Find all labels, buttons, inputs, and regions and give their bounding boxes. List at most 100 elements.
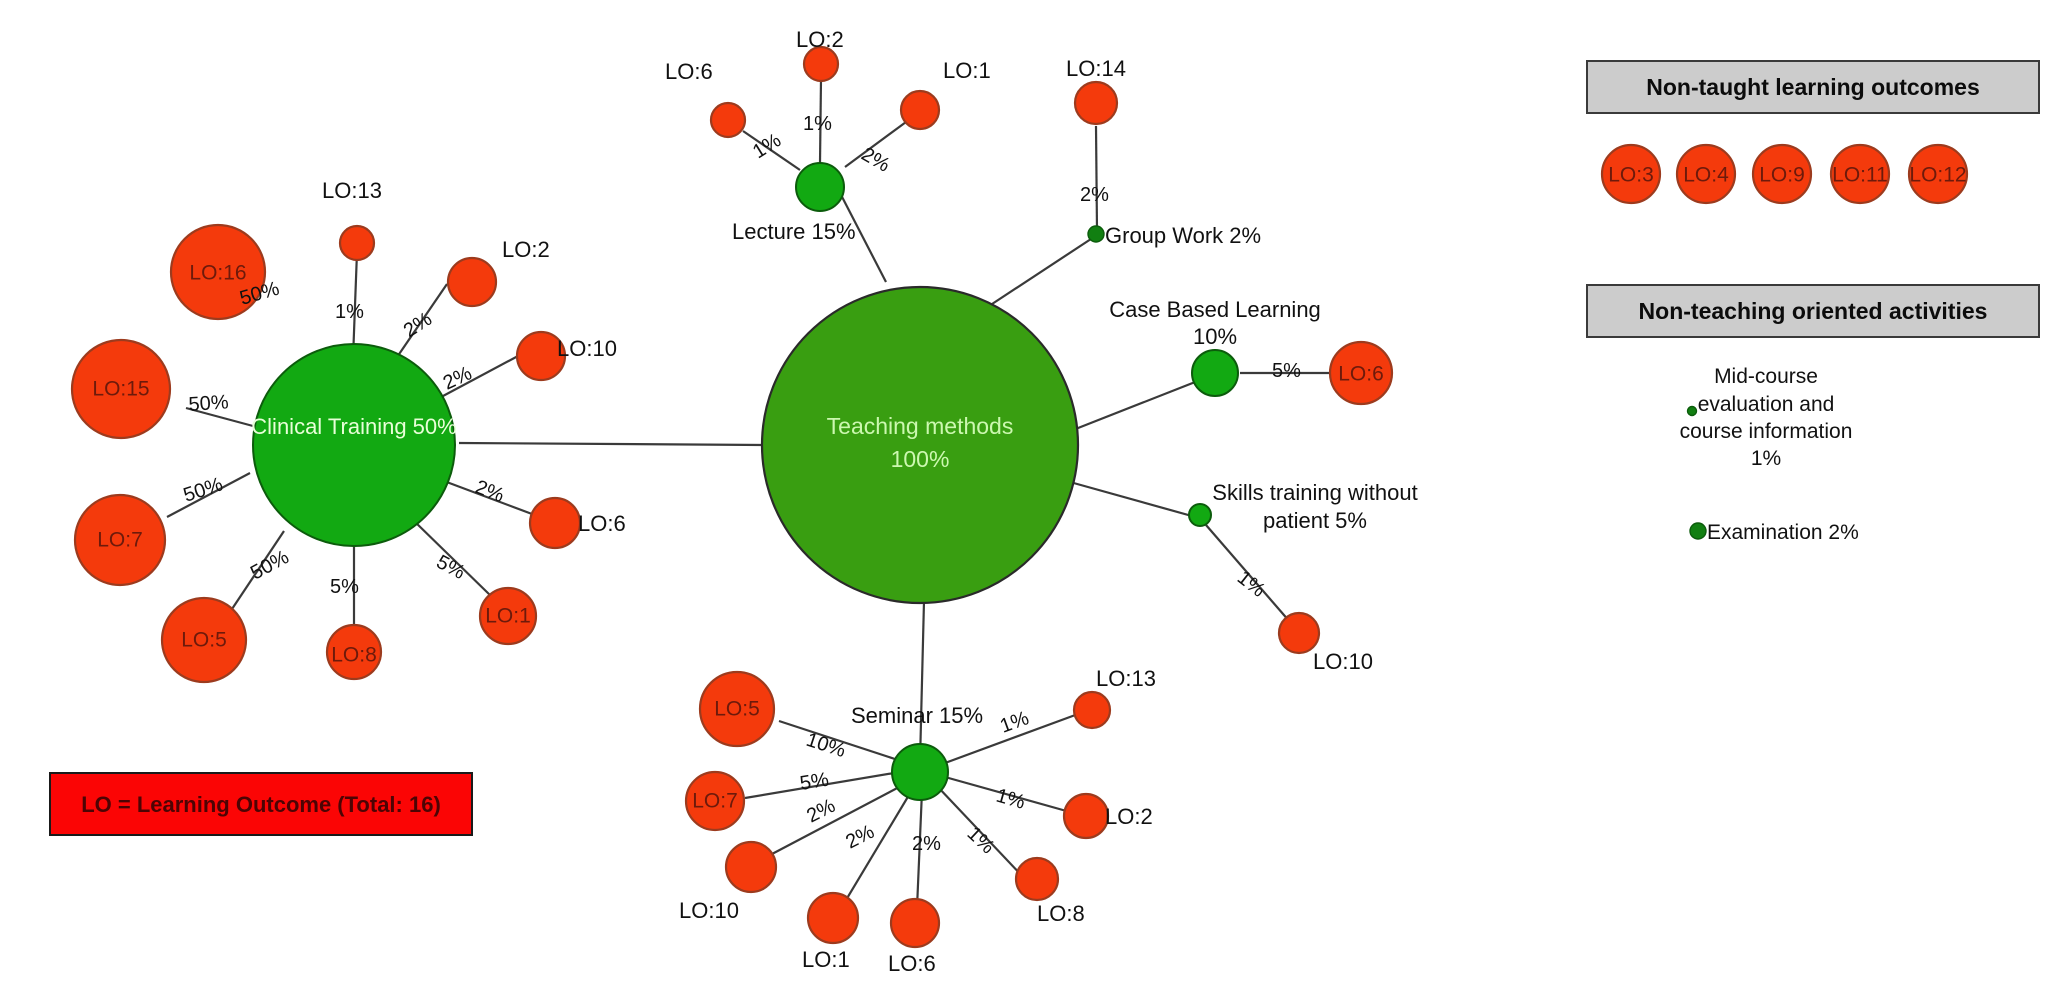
node-lo1-clinical[interactable]: [478, 586, 538, 646]
edge-seminar-lo13: [944, 712, 1079, 765]
edge-center-clinical: [458, 441, 769, 447]
edge-clinical-lo7: [166, 472, 251, 518]
node-lo6-clinical[interactable]: [528, 496, 582, 550]
edge-center-skills: [1069, 480, 1200, 520]
edge-lecture-lo2: [818, 78, 823, 164]
node-lo2-clinical[interactable]: [446, 256, 498, 308]
node-lo8-seminar[interactable]: [1014, 856, 1060, 902]
node-lo8-seminar-label: LO:8: [1037, 901, 1085, 926]
edge-seminar-lo5: [778, 719, 899, 762]
edge-clinical-lo15: [185, 406, 254, 428]
node-lo3-non-taught[interactable]: [1600, 143, 1662, 205]
node-lo6-cbl[interactable]: [1328, 340, 1394, 406]
node-lo2-seminar[interactable]: [1062, 792, 1110, 840]
node-examination[interactable]: [1689, 522, 1707, 540]
edge-clinical-lo2: [392, 283, 448, 364]
node-lo13-clinical[interactable]: [338, 224, 376, 262]
edge-seminar-lo8: [936, 785, 1026, 880]
node-group-work[interactable]: [1087, 225, 1105, 243]
edge-clinical-lo1: [411, 518, 493, 598]
node-lo4-non-taught-label: LO:4: [1683, 164, 1729, 187]
cluster-clinical-training: Clinical Training 50% LO:16 50% LO:13 1%…: [70, 178, 626, 684]
node-lo6-seminar[interactable]: [889, 897, 941, 949]
node-lo1-clinical-label: LO:1: [485, 605, 531, 628]
node-lo10-seminar-label: LO:10: [679, 898, 739, 923]
node-lo13-seminar[interactable]: [1072, 690, 1112, 730]
weight-seminar-lo6: 2%: [912, 833, 941, 855]
node-lo2-seminar-label: LO:2: [1105, 804, 1153, 829]
legend-lo-key-box: [49, 772, 473, 836]
legend-mid-course-line2: evaluation and: [1698, 393, 1835, 416]
edge-lecture-lo6: [742, 130, 801, 171]
node-lo12-non-taught[interactable]: [1907, 143, 1969, 205]
weight-seminar-lo1: 2%: [842, 821, 878, 854]
weight-seminar-lo2: 1%: [994, 785, 1028, 814]
node-clinical-training-label: Clinical Training 50%: [251, 414, 456, 439]
legend-non-taught-title: Non-taught learning outcomes: [1646, 74, 1980, 100]
node-lo8-clinical[interactable]: [325, 623, 383, 681]
node-lo5-seminar[interactable]: [698, 670, 776, 748]
weight-clinical-lo7: 50%: [181, 473, 226, 506]
node-lo6-cbl-label: LO:6: [1338, 363, 1384, 386]
node-lo1-lecture[interactable]: [899, 89, 941, 131]
weight-groupwork-lo14: 2%: [1080, 184, 1109, 206]
node-case-based-learning[interactable]: [1191, 349, 1239, 397]
node-cbl-label-line1: Case Based Learning: [1109, 297, 1321, 322]
node-lo10-clinical-label: LO:10: [557, 336, 617, 361]
weight-seminar-lo7: 5%: [798, 769, 830, 795]
weight-clinical-lo5: 50%: [247, 546, 293, 584]
node-lo6-lecture[interactable]: [709, 101, 747, 139]
edge-lecture-lo1: [844, 121, 907, 168]
node-lo10-clinical[interactable]: [515, 330, 567, 382]
node-lo10-seminar[interactable]: [724, 840, 778, 894]
node-teaching-methods-label-line2: 100%: [891, 446, 950, 472]
node-lo7-clinical[interactable]: [73, 493, 167, 587]
legend-non-teaching-title: Non-teaching oriented activities: [1639, 298, 1988, 324]
edge-seminar-lo7: [744, 770, 901, 800]
node-skills-training[interactable]: [1188, 503, 1212, 527]
node-lo7-clinical-label: LO:7: [97, 529, 143, 552]
node-lo1-seminar-label: LO:1: [802, 947, 850, 972]
node-lo7-seminar[interactable]: [684, 770, 746, 832]
node-lecture-label: Lecture 15%: [732, 219, 856, 244]
node-lo5-clinical[interactable]: [160, 596, 248, 684]
node-lo11-non-taught-label: LO:11: [1832, 164, 1888, 187]
node-clinical-training[interactable]: [252, 343, 456, 547]
cluster-seminar: Seminar 15% LO:5 10% LO:7 5% LO:10 2% LO…: [679, 666, 1156, 976]
edge-center-lecture: [838, 190, 887, 283]
node-mid-course-evaluation[interactable]: [1686, 405, 1698, 417]
node-lo2-lecture[interactable]: [802, 45, 840, 83]
node-lo10-skills[interactable]: [1277, 611, 1321, 655]
node-skills-label-line1: Skills training without: [1212, 480, 1417, 505]
weight-skills-lo10: 1%: [1233, 567, 1269, 602]
node-lo16-clinical[interactable]: [169, 223, 267, 321]
cluster-skills-training: Skills training without patient 5% LO:10…: [1188, 480, 1418, 674]
node-lo4-non-taught[interactable]: [1675, 143, 1737, 205]
node-lo9-non-taught[interactable]: [1751, 143, 1813, 205]
weight-cbl-lo6: 5%: [1272, 360, 1301, 382]
edge-clinical-lo5: [229, 530, 285, 613]
node-lo14-groupwork[interactable]: [1073, 80, 1119, 126]
weight-lecture-lo1: 2%: [858, 143, 894, 177]
node-lo11-non-taught[interactable]: [1829, 143, 1891, 205]
node-seminar[interactable]: [891, 743, 949, 801]
weight-clinical-lo13: 1%: [335, 301, 364, 323]
node-skills-label-line2: patient 5%: [1263, 508, 1367, 533]
edge-center-cbl: [1072, 373, 1214, 432]
node-group-work-label: Group Work 2%: [1105, 223, 1261, 248]
edge-seminar-lo1: [842, 789, 913, 906]
legend-mid-course-line4: 1%: [1751, 447, 1781, 470]
node-seminar-label: Seminar 15%: [851, 703, 983, 728]
edge-seminar-lo2: [944, 775, 1071, 814]
node-lecture[interactable]: [795, 162, 845, 212]
edge-seminar-lo10: [771, 784, 904, 855]
weight-clinical-lo1: 5%: [433, 551, 469, 584]
cluster-center: Teaching methods 100%: [760, 285, 1080, 605]
node-lo1-seminar[interactable]: [806, 891, 860, 945]
node-lo8-clinical-label: LO:8: [331, 644, 377, 667]
node-lo15-clinical[interactable]: [70, 338, 172, 440]
weight-lecture-lo6: 1%: [749, 129, 785, 163]
node-teaching-methods[interactable]: [760, 285, 1080, 605]
